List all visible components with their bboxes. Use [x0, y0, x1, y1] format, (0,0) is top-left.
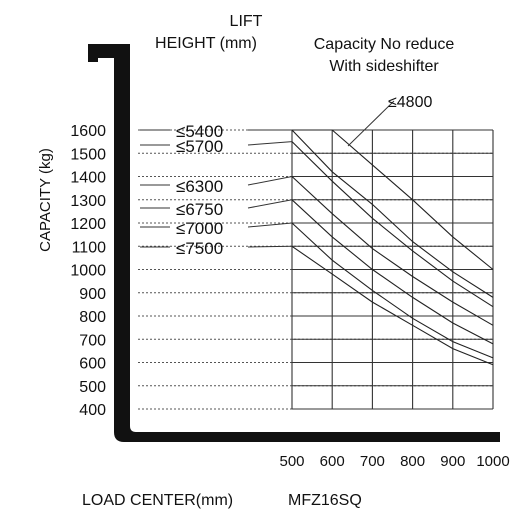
y-tick-label: 500 — [79, 379, 106, 396]
series-label: ≤7500 — [176, 239, 223, 258]
capacity-curve — [291, 222, 494, 359]
series-label: ≤6750 — [176, 200, 223, 219]
x-tick-label: 800 — [400, 453, 425, 470]
x-tick-label: 900 — [440, 453, 465, 470]
capacity-curve — [291, 199, 494, 345]
capacity-curve — [291, 245, 494, 366]
capacity-curve — [292, 129, 494, 270]
series-label: ≤4800 — [388, 94, 432, 111]
y-tick-label: 1400 — [70, 170, 106, 187]
y-tick-label: 600 — [79, 356, 106, 373]
y-tick-label: 1100 — [72, 239, 107, 256]
subtitle-line-1: Capacity No reduce — [314, 36, 455, 53]
label-leader-right — [247, 176, 293, 186]
series-label: ≤7000 — [176, 219, 223, 238]
capacity-curve — [291, 129, 494, 298]
y-tick-label: 1300 — [70, 193, 106, 210]
y-tick-label: 700 — [79, 332, 106, 349]
series-label: ≤5400 — [176, 122, 223, 141]
y-tick-label: 900 — [79, 286, 106, 303]
y-tick-label: 1000 — [70, 263, 106, 280]
series-label: ≤6300 — [176, 177, 223, 196]
label-leader-right — [247, 141, 293, 146]
y-tick-label: 1600 — [70, 123, 106, 140]
x-tick-label: 600 — [320, 453, 345, 470]
fork-outline-shape — [88, 44, 500, 442]
x-tick-label: 500 — [279, 453, 304, 470]
label-leader-right — [247, 199, 293, 209]
title-line-2: HEIGHT (mm) — [155, 35, 257, 52]
series-label: ≤5700 — [176, 137, 223, 156]
label-leader-right — [247, 222, 293, 228]
capacity-curve — [291, 176, 494, 326]
x-tick-label: 700 — [360, 453, 385, 470]
x-axis-label: LOAD CENTER(mm) — [82, 492, 233, 509]
y-axis-label: CAPACITY (kg) — [37, 148, 54, 252]
subtitle-line-2: With sideshifter — [329, 58, 439, 75]
y-tick-label: 1500 — [70, 146, 106, 163]
y-tick-label: 400 — [79, 402, 106, 419]
capacity-curve — [291, 141, 494, 308]
y-tick-label: 1200 — [70, 216, 106, 233]
label-leader — [347, 100, 395, 147]
label-leader-right — [247, 245, 293, 248]
y-tick-label: 800 — [79, 309, 106, 326]
title-line-1: LIFT — [230, 13, 263, 30]
x-tick-label: 1000 — [476, 453, 509, 470]
model-label: MFZ16SQ — [288, 492, 362, 509]
